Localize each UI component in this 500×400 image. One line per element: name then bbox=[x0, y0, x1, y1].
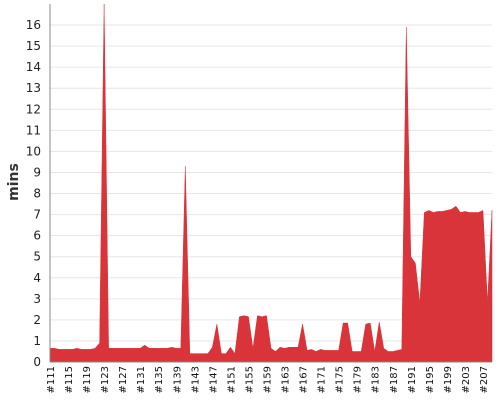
x-tick-label: #195 bbox=[425, 366, 436, 393]
x-tick-label: #187 bbox=[389, 366, 400, 393]
x-tick-label: #139 bbox=[172, 366, 183, 393]
axes bbox=[49, 4, 492, 363]
y-tick-label: 16 bbox=[26, 18, 41, 32]
x-tick-label: #111 bbox=[46, 366, 57, 393]
y-tick-label: 15 bbox=[26, 39, 41, 53]
x-tick-label: #131 bbox=[136, 366, 147, 393]
y-tick-label: 9 bbox=[33, 165, 41, 179]
y-tick-label: 11 bbox=[26, 123, 41, 137]
y-tick-label: 7 bbox=[33, 208, 41, 222]
y-tick-label: 3 bbox=[33, 292, 41, 306]
y-tick-label: 13 bbox=[26, 81, 41, 95]
y-tick-label: 5 bbox=[33, 250, 41, 264]
y-tick-label: 6 bbox=[33, 229, 41, 243]
x-tick-label: #159 bbox=[262, 366, 273, 393]
x-tick-label: #155 bbox=[244, 366, 255, 393]
x-tick-label: #167 bbox=[299, 366, 310, 393]
x-tick-label: #119 bbox=[82, 366, 93, 393]
x-tick-label: #147 bbox=[208, 366, 219, 393]
x-tick-label: #183 bbox=[371, 366, 382, 393]
x-tick-label: #207 bbox=[479, 366, 490, 393]
data-area bbox=[49, 3, 493, 363]
x-tick-label: #143 bbox=[190, 366, 201, 393]
x-tick-label: #171 bbox=[317, 366, 328, 393]
x-tick-label: #135 bbox=[154, 366, 165, 393]
y-tick-label: 12 bbox=[26, 102, 41, 116]
y-gridlines bbox=[50, 24, 492, 363]
x-tick-label: #191 bbox=[407, 366, 418, 393]
x-tick-label: #127 bbox=[118, 366, 129, 393]
y-tick-label: 1 bbox=[33, 334, 41, 348]
x-tick-label: #179 bbox=[353, 366, 364, 393]
y-tick-label: 14 bbox=[26, 60, 41, 74]
y-tick-label: 8 bbox=[33, 187, 41, 201]
series-area bbox=[49, 3, 493, 363]
y-axis-title: mins bbox=[6, 163, 22, 201]
y-tick-label: 2 bbox=[33, 313, 41, 327]
x-tick-label: #199 bbox=[443, 366, 454, 393]
x-tick-label: #115 bbox=[64, 366, 75, 393]
x-tick-labels: #111 #115 #119 #123 #127 #131 #135 #139 #143 #147… bbox=[46, 366, 490, 393]
y-tick-label: 0 bbox=[33, 355, 41, 369]
x-tick-label: #163 bbox=[281, 366, 292, 393]
x-tick-label: #203 bbox=[461, 366, 472, 393]
x-tick-label: #151 bbox=[226, 366, 237, 393]
x-tick-label: #175 bbox=[335, 366, 346, 393]
y-tick-label: 4 bbox=[33, 271, 41, 285]
y-tick-label: 10 bbox=[26, 144, 41, 158]
x-tick-label: #123 bbox=[100, 366, 111, 393]
